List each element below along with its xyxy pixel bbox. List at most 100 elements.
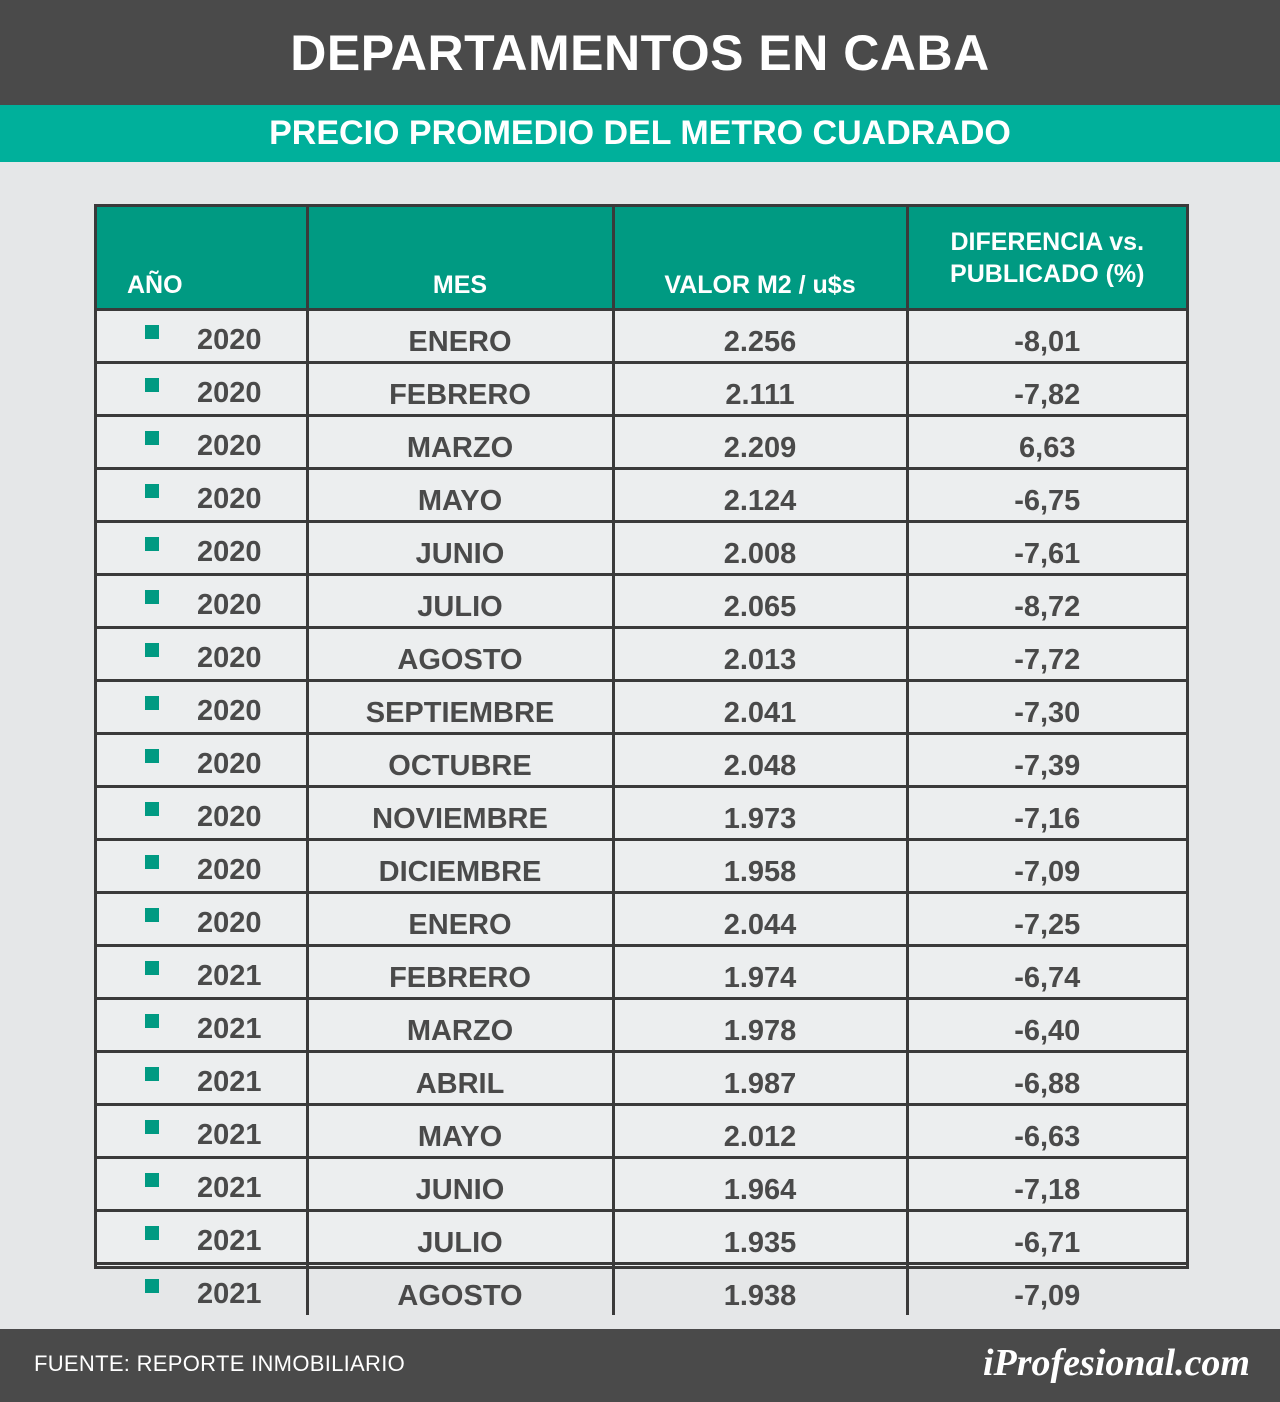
bullet-icon — [145, 1120, 159, 1134]
cell-mes: ABRIL — [307, 1051, 615, 1106]
table-row: 2020 DICIEMBRE 1.958 -7,09 — [97, 839, 1186, 894]
cell-anio: 2020 — [97, 733, 309, 788]
cell-diferencia: -7,82 — [907, 362, 1186, 417]
year-value: 2021 — [197, 1066, 262, 1098]
column-header-anio: AÑO — [97, 207, 309, 311]
price-table: AÑO MES VALOR M2 / u$s DIFERENCIA vs. PU… — [94, 204, 1189, 1315]
page-subtitle: PRECIO PROMEDIO DEL METRO CUADRADO — [0, 105, 1280, 162]
year-value: 2020 — [197, 907, 262, 939]
cell-valor: 2.044 — [613, 892, 909, 947]
cell-anio: 2021 — [97, 945, 309, 1000]
cell-valor: 2.256 — [613, 309, 909, 364]
table-row: 2020 ENERO 2.044 -7,25 — [97, 892, 1186, 947]
bullet-icon — [145, 961, 159, 975]
year-value: 2020 — [197, 801, 262, 833]
cell-valor: 1.958 — [613, 839, 909, 894]
cell-mes: MARZO — [307, 415, 615, 470]
table-row: 2020 MAYO 2.124 -6,75 — [97, 468, 1186, 523]
cell-diferencia: 6,63 — [907, 415, 1186, 470]
cell-mes: MAYO — [307, 1104, 615, 1159]
bullet-icon — [145, 484, 159, 498]
table-row: 2020 AGOSTO 2.013 -7,72 — [97, 627, 1186, 682]
cell-anio: 2021 — [97, 1157, 309, 1212]
cell-mes: ENERO — [307, 892, 615, 947]
cell-mes: ENERO — [307, 309, 615, 364]
cell-anio: 2020 — [97, 786, 309, 841]
table-row: 2020 NOVIEMBRE 1.973 -7,16 — [97, 786, 1186, 841]
table-row: 2021 JUNIO 1.964 -7,18 — [97, 1157, 1186, 1212]
year-value: 2020 — [197, 642, 262, 674]
bullet-icon — [145, 643, 159, 657]
cell-anio: 2020 — [97, 362, 309, 417]
cell-diferencia: -6,40 — [907, 998, 1186, 1053]
cell-anio: 2020 — [97, 839, 309, 894]
cell-mes: OCTUBRE — [307, 733, 615, 788]
bullet-icon — [145, 908, 159, 922]
cell-diferencia: -7,39 — [907, 733, 1186, 788]
cell-diferencia: -6,74 — [907, 945, 1186, 1000]
cell-mes: JULIO — [307, 574, 615, 629]
cell-valor: 1.938 — [613, 1263, 909, 1315]
cell-valor: 1.974 — [613, 945, 909, 1000]
table-row: 2020 FEBRERO 2.111 -7,82 — [97, 362, 1186, 417]
cell-anio: 2020 — [97, 521, 309, 576]
page-title: DEPARTAMENTOS EN CABA — [0, 0, 1280, 105]
cell-mes: AGOSTO — [307, 1263, 615, 1315]
cell-diferencia: -7,16 — [907, 786, 1186, 841]
cell-mes: JUNIO — [307, 1157, 615, 1212]
cell-valor: 2.041 — [613, 680, 909, 735]
cell-diferencia: -7,30 — [907, 680, 1186, 735]
cell-mes: MARZO — [307, 998, 615, 1053]
cell-diferencia: -6,71 — [907, 1210, 1186, 1265]
year-value: 2021 — [197, 1225, 262, 1257]
cell-anio: 2020 — [97, 627, 309, 682]
year-value: 2020 — [197, 324, 262, 356]
source-note: FUENTE: REPORTE INMOBILIARIO — [34, 1351, 406, 1376]
cell-anio: 2020 — [97, 415, 309, 470]
cell-anio: 2021 — [97, 1104, 309, 1159]
year-value: 2020 — [197, 854, 262, 886]
cell-diferencia: -7,09 — [907, 839, 1186, 894]
table-row: 2020 JULIO 2.065 -8,72 — [97, 574, 1186, 629]
cell-mes: SEPTIEMBRE — [307, 680, 615, 735]
cell-anio: 2021 — [97, 998, 309, 1053]
bullet-icon — [145, 855, 159, 869]
brand-logo[interactable]: iProfesional.com — [982, 1342, 1250, 1384]
cell-mes: FEBRERO — [307, 945, 615, 1000]
cell-valor: 2.065 — [613, 574, 909, 629]
year-value: 2020 — [197, 430, 262, 462]
cell-diferencia: -7,18 — [907, 1157, 1186, 1212]
table-row: 2020 OCTUBRE 2.048 -7,39 — [97, 733, 1186, 788]
year-value: 2020 — [197, 483, 262, 515]
cell-anio: 2021 — [97, 1263, 309, 1315]
cell-anio: 2021 — [97, 1051, 309, 1106]
cell-valor: 1.987 — [613, 1051, 909, 1106]
cell-anio: 2020 — [97, 309, 309, 364]
cell-valor: 2.111 — [613, 362, 909, 417]
cell-anio: 2020 — [97, 468, 309, 523]
cell-anio: 2020 — [97, 680, 309, 735]
table-row: 2020 ENERO 2.256 -8,01 — [97, 309, 1186, 364]
bullet-icon — [145, 325, 159, 339]
year-value: 2020 — [197, 377, 262, 409]
bullet-icon — [145, 590, 159, 604]
year-value: 2021 — [197, 1119, 262, 1151]
column-header-valor: VALOR M2 / u$s — [613, 207, 909, 311]
table-row: 2021 JULIO 1.935 -6,71 — [97, 1210, 1186, 1265]
cell-diferencia: -7,72 — [907, 627, 1186, 682]
cell-diferencia: -6,88 — [907, 1051, 1186, 1106]
cell-valor: 1.935 — [613, 1210, 909, 1265]
cell-mes: JUNIO — [307, 521, 615, 576]
cell-diferencia: -6,63 — [907, 1104, 1186, 1159]
cell-anio: 2020 — [97, 892, 309, 947]
footer: FUENTE: REPORTE INMOBILIARIO iProfesiona… — [0, 1329, 1280, 1402]
year-value: 2020 — [197, 748, 262, 780]
table-row: 2021 MARZO 1.978 -6,40 — [97, 998, 1186, 1053]
cell-valor: 2.008 — [613, 521, 909, 576]
cell-diferencia: -6,75 — [907, 468, 1186, 523]
column-header-mes: MES — [307, 207, 615, 311]
bullet-icon — [145, 537, 159, 551]
price-table-grid: AÑO MES VALOR M2 / u$s DIFERENCIA vs. PU… — [97, 207, 1186, 1315]
cell-diferencia: -7,09 — [1014, 1280, 1081, 1312]
cell-valor: 2.209 — [613, 415, 909, 470]
